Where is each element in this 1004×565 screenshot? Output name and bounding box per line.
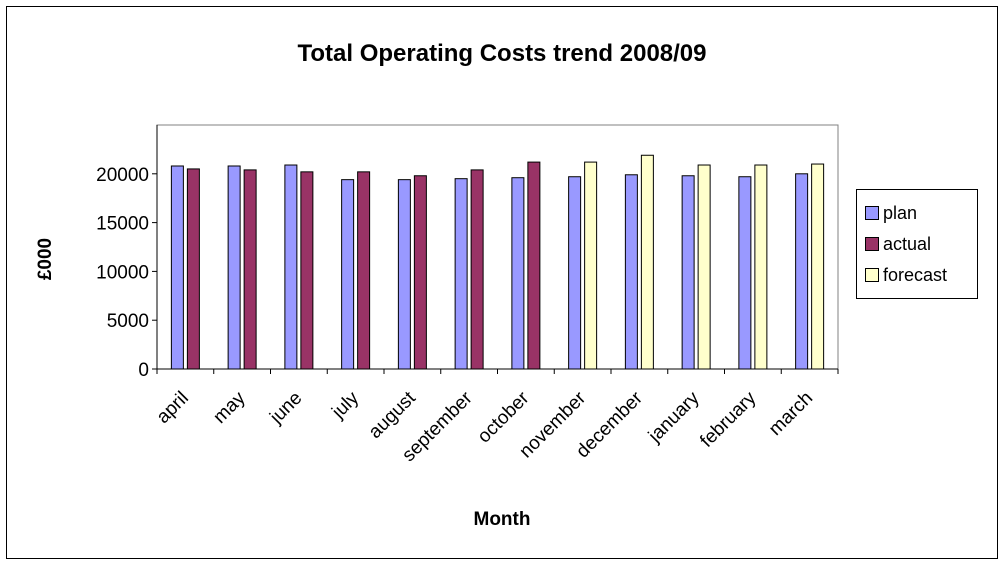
legend-swatch (865, 237, 879, 251)
legend-label: actual (883, 233, 932, 254)
y-tick-label: 10000 (96, 262, 149, 283)
y-tick-label: 5000 (107, 311, 149, 332)
bar-plan-january (681, 175, 695, 370)
x-tick-label: july (327, 387, 363, 423)
bar-actual-october (527, 161, 541, 370)
legend-label: plan (883, 202, 918, 223)
y-tick-label: 0 (138, 360, 149, 381)
plot-border (156, 124, 839, 370)
bar-plan-march (795, 173, 809, 370)
chart-title: Total Operating Costs trend 2008/09 (297, 40, 707, 67)
bar-forecast-november (584, 161, 598, 370)
y-tick-label: 15000 (96, 214, 149, 235)
bar-forecast-march (811, 163, 825, 370)
x-tick-label: january (644, 387, 704, 447)
bar-plan-september (454, 178, 468, 370)
x-tick-label: february (696, 387, 760, 451)
bar-plan-february (738, 176, 752, 370)
bar-actual-june (300, 171, 314, 370)
legend: plan actual forecast (856, 189, 978, 299)
legend-label: forecast (883, 264, 948, 285)
bar-plan-june (284, 164, 298, 370)
bar-actual-september (470, 169, 484, 370)
x-tick-label: june (265, 388, 306, 429)
bar-plan-october (511, 177, 525, 370)
bar-plan-december (624, 174, 638, 370)
x-tick-label: april (153, 388, 193, 428)
x-tick-label: august (365, 387, 421, 443)
bar-actual-august (413, 175, 427, 370)
bar-actual-april (186, 168, 200, 370)
x-tick-label: may (209, 387, 250, 428)
bar-actual-july (357, 171, 371, 370)
legend-item-actual: actual (865, 231, 931, 257)
legend-item-forecast: forecast (865, 262, 947, 288)
x-tick-label: march (765, 388, 817, 440)
bar-forecast-february (754, 164, 768, 370)
legend-swatch (865, 206, 879, 220)
bar-forecast-december (640, 154, 654, 370)
bar-plan-july (341, 179, 355, 370)
bar-plan-may (227, 165, 241, 370)
x-axis-title: Month (473, 509, 531, 530)
bar-plan-april (170, 165, 184, 370)
y-tick-label: 20000 (96, 165, 149, 186)
bar-actual-may (243, 169, 257, 370)
bar-forecast-january (697, 164, 711, 370)
bar-plan-november (568, 176, 582, 370)
legend-item-plan: plan (865, 200, 917, 226)
legend-swatch (865, 268, 879, 282)
bar-plan-august (397, 179, 411, 370)
